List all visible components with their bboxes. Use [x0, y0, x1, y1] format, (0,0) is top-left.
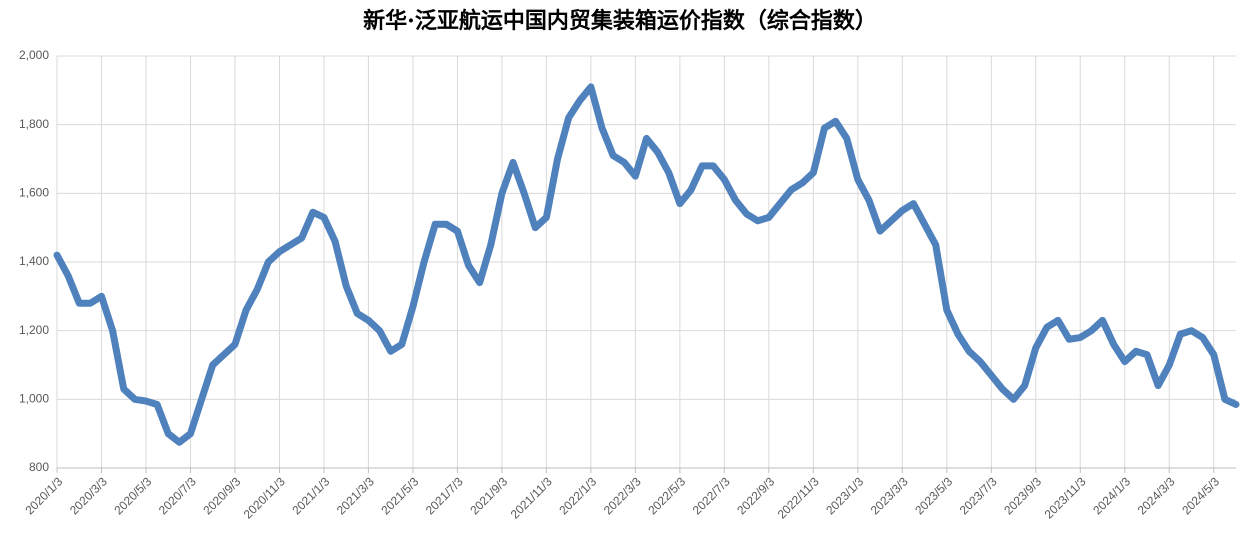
x-tick-label: 2021/3/3	[334, 474, 377, 517]
y-tick-label: 1,000	[19, 392, 49, 406]
y-tick-label: 1,200	[19, 323, 49, 337]
x-tick-label: 2022/1/3	[556, 474, 599, 517]
x-tick-label: 2020/7/3	[156, 474, 199, 517]
x-tick-label: 2020/9/3	[200, 474, 243, 517]
y-tick-label: 1,800	[19, 117, 49, 131]
x-tick-label: 2022/9/3	[734, 474, 777, 517]
x-tick-label: 2021/5/3	[378, 474, 421, 517]
x-tick-label: 2021/11/3	[508, 474, 555, 521]
x-tick-label: 2021/1/3	[289, 474, 332, 517]
x-tick-label: 2020/11/3	[241, 474, 288, 521]
x-tick-label: 2024/3/3	[1135, 474, 1178, 517]
x-tick-label: 2022/7/3	[690, 474, 733, 517]
y-tick-label: 1,600	[19, 186, 49, 200]
x-tick-label: 2023/9/3	[1001, 474, 1044, 517]
x-tick-label: 2021/9/3	[467, 474, 510, 517]
y-tick-label: 2,000	[19, 48, 49, 62]
x-tick-label: 2020/5/3	[111, 474, 154, 517]
x-tick-label: 2020/3/3	[67, 474, 110, 517]
x-tick-label: 2023/5/3	[912, 474, 955, 517]
x-tick-label: 2022/11/3	[775, 474, 822, 521]
x-tick-label: 2023/11/3	[1042, 474, 1089, 521]
x-tick-label: 2022/5/3	[645, 474, 688, 517]
y-tick-label: 800	[29, 460, 49, 474]
x-tick-label: 2024/1/3	[1090, 474, 1133, 517]
x-tick-label: 2023/1/3	[823, 474, 866, 517]
chart-title: 新华·泛亚航运中国内贸集装箱运价指数（综合指数）	[363, 8, 877, 34]
x-tick-label: 2023/7/3	[957, 474, 1000, 517]
line-series	[53, 83, 1240, 446]
x-tick-label: 2020/1/3	[22, 474, 65, 517]
y-tick-label: 1,400	[19, 254, 49, 268]
x-tick-label: 2024/5/3	[1179, 474, 1222, 517]
x-tick-label: 2021/7/3	[423, 474, 466, 517]
x-tick-label: 2023/3/3	[868, 474, 911, 517]
x-tick-label: 2022/3/3	[601, 474, 644, 517]
